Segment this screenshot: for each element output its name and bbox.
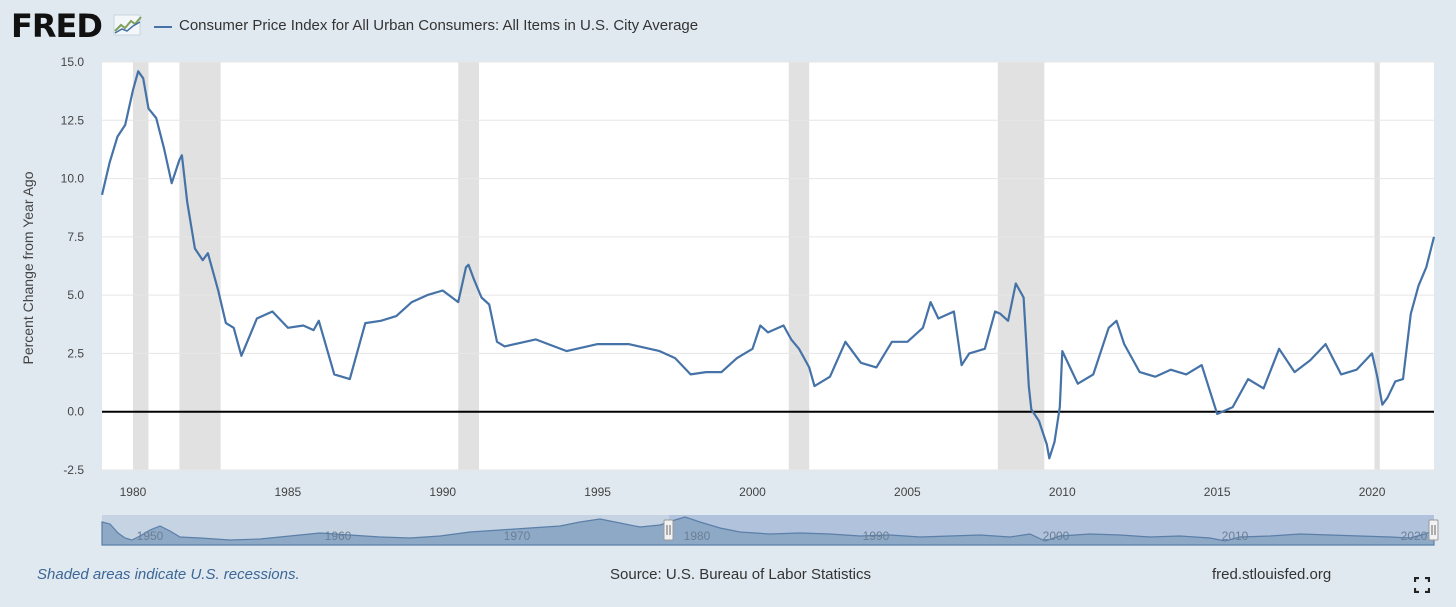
navigator-label: 2020 [1401, 529, 1428, 543]
plot-area [102, 62, 1434, 470]
chart-header: FRED Consumer Price Index for All Urban … [0, 0, 1456, 52]
navigator-right-handle[interactable] [1428, 519, 1439, 541]
navigator-series [101, 516, 1435, 546]
x-tick-label: 1990 [429, 485, 456, 499]
x-tick-label: 2000 [739, 485, 766, 499]
navigator-label: 1990 [863, 529, 890, 543]
y-tick-label: 0.0 [67, 405, 84, 419]
y-axis-label: Percent Change from Year Ago [20, 171, 36, 364]
x-tick-label: 2020 [1359, 485, 1386, 499]
x-tick-label: 2015 [1204, 485, 1231, 499]
navigator-label: 1970 [504, 529, 531, 543]
y-tick-label: 10.0 [61, 172, 85, 186]
navigator-label: 1980 [684, 529, 711, 543]
site-link[interactable]: fred.stlouisfed.org [1212, 566, 1332, 583]
y-tick-label: 7.5 [67, 230, 84, 244]
y-tick-label: 15.0 [61, 55, 85, 69]
navigator-label: 2000 [1043, 529, 1070, 543]
y-tick-label: 5.0 [67, 288, 84, 302]
recession-band [997, 62, 1045, 470]
x-tick-label: 1985 [275, 485, 302, 499]
x-tick-label: 2010 [1049, 485, 1076, 499]
recession-note: Shaded areas indicate U.S. recessions. [37, 566, 300, 583]
y-tick-label: 12.5 [61, 113, 85, 127]
recession-band [179, 62, 221, 470]
y-tick-label: -2.5 [63, 463, 84, 477]
navigator-label: 1950 [137, 529, 164, 543]
legend-series-title[interactable]: Consumer Price Index for All Urban Consu… [179, 17, 699, 34]
legend-series-swatch [154, 26, 172, 28]
navigator-left-handle[interactable] [663, 519, 674, 541]
line-chart-icon [113, 14, 142, 36]
series-line [100, 70, 1436, 460]
recession-band [132, 62, 149, 470]
navigator-label: 2010 [1222, 529, 1249, 543]
x-tick-label: 1995 [584, 485, 611, 499]
recession-band [788, 62, 810, 470]
x-tick-label: 2005 [894, 485, 921, 499]
y-tick-label: 2.5 [67, 346, 84, 360]
fred-logo[interactable]: FRED [11, 7, 103, 45]
range-navigator[interactable]: 1950 1960 1970 1980 1990 2000 2010 2020 [101, 515, 1439, 546]
fullscreen-icon[interactable] [1414, 577, 1430, 593]
recession-band [1374, 62, 1380, 470]
source-text: Source: U.S. Bureau of Labor Statistics [610, 566, 871, 583]
x-tick-label: 1980 [120, 485, 147, 499]
navigator-label: 1960 [325, 529, 352, 543]
